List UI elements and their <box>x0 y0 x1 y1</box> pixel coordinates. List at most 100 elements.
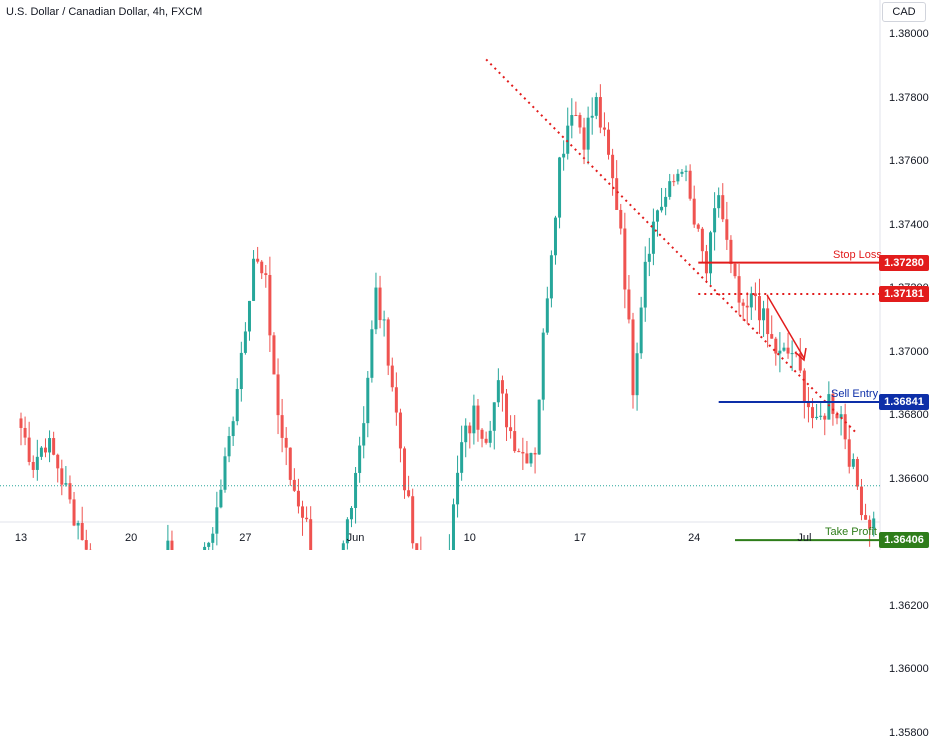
candle-body <box>823 416 826 420</box>
candle-body <box>574 115 577 116</box>
price-tick-label: 1.36200 <box>889 600 929 612</box>
candle-body <box>228 436 231 456</box>
candle-body <box>305 518 308 519</box>
candle-body <box>236 389 239 421</box>
candle-body <box>844 414 847 439</box>
candle-body <box>395 387 398 412</box>
price-tick-label: 1.36000 <box>889 663 929 675</box>
candle-body <box>538 400 541 455</box>
candle-body <box>562 154 565 158</box>
candle-body <box>660 207 663 211</box>
candle-body <box>493 402 496 431</box>
price-tick-label: 1.37000 <box>889 346 929 358</box>
candle-body <box>407 490 410 496</box>
candle-body <box>591 116 594 118</box>
candle-body <box>554 218 557 256</box>
candle-body <box>595 97 598 116</box>
candle-body <box>244 331 247 352</box>
candle-body <box>224 456 227 489</box>
candle-body <box>570 115 573 126</box>
candle-body <box>856 459 859 487</box>
candle-body <box>689 171 692 199</box>
take-profit-label: Take Profit <box>825 526 877 538</box>
candle-body <box>815 417 818 418</box>
candle-body <box>505 394 508 428</box>
candle-body <box>627 289 630 319</box>
candle-body <box>546 298 549 332</box>
price-tick-label: 1.37400 <box>889 219 929 231</box>
candle-body <box>268 275 271 335</box>
candle-body <box>709 232 712 273</box>
candle-body <box>28 438 31 462</box>
price-tick-label: 1.37800 <box>889 92 929 104</box>
candle-body <box>770 334 773 339</box>
resistance-price-badge: 1.37181 <box>879 286 929 302</box>
chart-title: U.S. Dollar / Canadian Dollar, 4h, FXCM <box>6 6 202 18</box>
candle-body <box>485 439 488 443</box>
candle-body <box>342 543 345 550</box>
candle-body <box>550 255 553 298</box>
candle-body <box>729 240 732 264</box>
candle-body <box>40 448 43 457</box>
candle-body <box>497 380 500 402</box>
price-tick-label: 1.38000 <box>889 28 929 40</box>
candle-body <box>750 293 753 307</box>
time-tick-label: 20 <box>125 532 137 544</box>
candle-body <box>615 178 618 210</box>
currency-selector[interactable]: CAD <box>882 2 926 22</box>
candle-body <box>758 296 761 320</box>
candle-body <box>599 97 602 128</box>
candle-body <box>366 378 369 423</box>
candle-body <box>297 491 300 507</box>
candle-body <box>578 115 581 127</box>
candle-body <box>521 452 524 453</box>
candle-body <box>56 455 59 469</box>
candle-body <box>170 541 173 550</box>
candle-body <box>782 348 785 351</box>
chart-area[interactable]: U.S. Dollar / Canadian Dollar, 4h, FXCM … <box>0 0 932 550</box>
candle-body <box>73 499 76 525</box>
candle-body <box>24 428 27 438</box>
candle-body <box>530 453 533 463</box>
candle-body <box>509 427 512 431</box>
candle-body <box>623 229 626 290</box>
candle-body <box>754 293 757 296</box>
candle-body <box>819 416 822 417</box>
candle-body <box>60 468 63 484</box>
candle-body <box>44 448 47 453</box>
candle-body <box>464 426 467 443</box>
candle-body <box>827 394 830 420</box>
candle-body <box>762 308 765 320</box>
price-chart[interactable] <box>0 0 932 550</box>
candle-body <box>807 402 810 407</box>
candle-body <box>489 431 492 443</box>
projection-arrow-icon <box>767 295 804 358</box>
candle-body <box>697 225 700 229</box>
candle-body <box>656 210 659 221</box>
candle-body <box>232 421 235 436</box>
candle-body <box>611 155 614 178</box>
candle-body <box>542 333 545 400</box>
candle-body <box>701 229 704 251</box>
candle-body <box>215 507 218 533</box>
candle-body <box>668 181 671 197</box>
price-tick-label: 1.35800 <box>889 727 929 739</box>
candle-body <box>587 118 590 150</box>
candle-body <box>468 426 471 434</box>
candle-body <box>664 197 667 207</box>
candle-body <box>81 523 84 540</box>
candle-body <box>481 430 484 439</box>
candle-body <box>791 353 794 354</box>
candle-body <box>852 459 855 467</box>
time-tick-label: 27 <box>239 532 251 544</box>
candle-body <box>864 515 867 520</box>
candle-body <box>513 431 516 451</box>
candle-body <box>289 448 292 480</box>
candle-body <box>848 439 851 466</box>
candle-body <box>350 508 353 519</box>
candle-body <box>742 303 745 306</box>
candle-body <box>583 127 586 149</box>
candle-body <box>211 534 214 543</box>
candle-body <box>693 199 696 225</box>
candle-body <box>672 181 675 182</box>
